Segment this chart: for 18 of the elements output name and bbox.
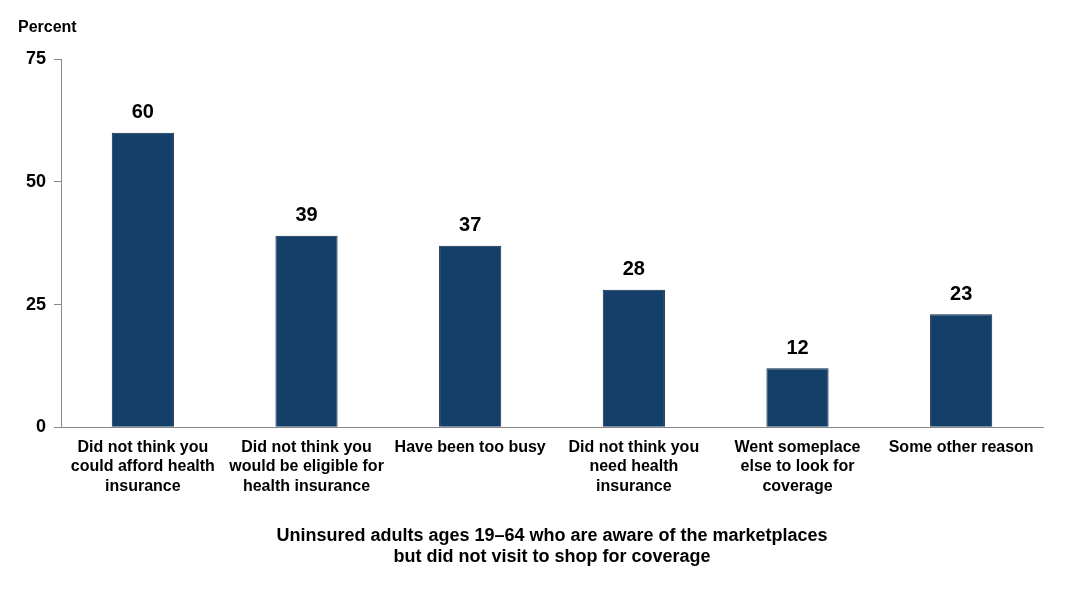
data-label: 37 (459, 213, 482, 236)
y-tick-label: 50 (25, 170, 47, 191)
x-tick-label: Have been too busy (394, 438, 546, 456)
x-tick-label: Did not think you would be eligible for health insurance (228, 438, 384, 494)
y-tick-label: 25 (25, 293, 47, 314)
data-label: 60 (131, 100, 154, 123)
data-label: 39 (295, 203, 318, 226)
x-tick-label: Went someplace else to look for coverage (734, 438, 861, 494)
x-tick-label: Did not think you could afford health insurance (70, 438, 215, 494)
y-tick-label: 0 (36, 416, 47, 437)
y-axis-title: Percent (18, 18, 78, 36)
data-label: 12 (786, 335, 809, 358)
x-tick-label: Did not think you need health insurance (568, 438, 700, 494)
data-label: 23 (950, 281, 973, 304)
y-tick-label: 75 (25, 48, 47, 69)
data-label: 28 (622, 257, 645, 280)
x-tick-label: Some other reason (888, 438, 1034, 456)
x-axis-title: Uninsured adults ages 19–64 who are aware of the marketplaces but did not visit to shop for coverage (276, 524, 828, 567)
